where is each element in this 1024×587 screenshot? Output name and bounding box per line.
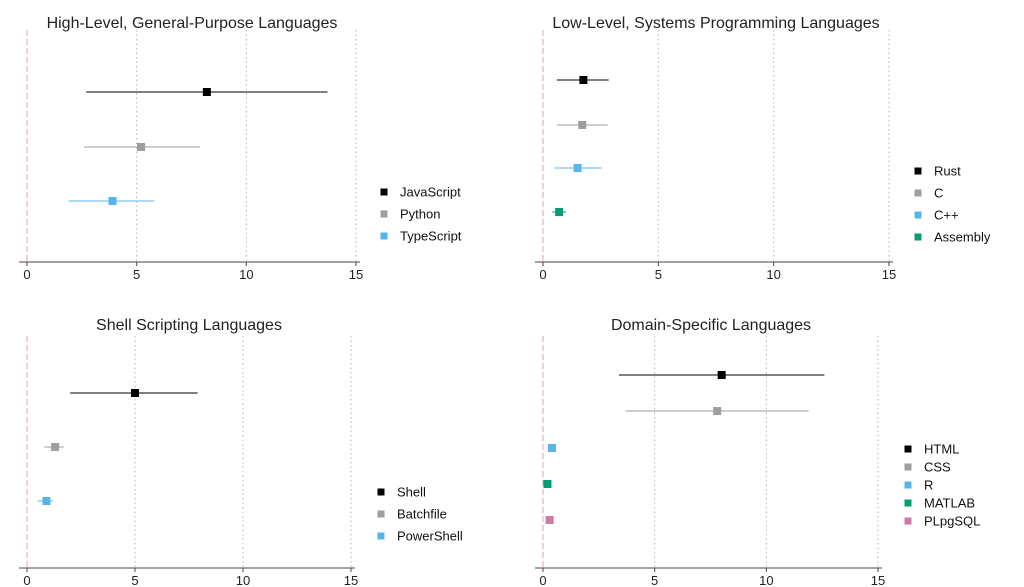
data-point [547,444,556,452]
chart-title: Low-Level, Systems Programming Languages [552,15,879,32]
data-point [555,208,564,216]
legend-swatch [914,189,922,197]
legend-label: TypeScript [400,229,462,244]
legend-label: C++ [934,208,959,223]
chart-panel-4: Domain-Specific Languages 0 5 10 15 HTML CSS RM… [535,317,980,587]
x-tick-label: 10 [759,573,773,587]
legend-swatch [904,517,912,525]
x-tick-label: 0 [23,267,30,282]
legend-label: Assembly [934,230,991,245]
data-point [713,407,722,415]
legend-label: Python [400,207,440,222]
data-point [579,76,588,84]
chart-panel-1: High-Level, General-Purpose Languages 0 5 1… [19,15,462,282]
x-tick-label: 5 [131,573,138,587]
x-tick-label: 5 [651,573,658,587]
legend-swatch [904,481,912,489]
data-point [543,480,552,488]
chart-panel-3: Shell Scripting Languages 0 5 10 15 Shell Batc… [19,317,463,587]
legend-label: CSS [924,460,951,475]
legend-swatch [377,510,385,518]
legend-swatch [380,188,388,196]
x-tick-label: 10 [239,267,253,282]
legend-swatch [380,210,388,218]
x-tick-label: 0 [539,267,546,282]
legend-swatch [377,488,385,496]
legend-swatch [380,232,388,240]
x-tick-label: 15 [882,267,896,282]
data-point [42,497,51,505]
data-point [131,389,139,397]
data-point [573,164,582,172]
data-point [578,121,587,129]
legend-swatch [904,499,912,507]
chart-panel-2: Low-Level, Systems Programming Languages… [535,15,991,282]
legend-swatch [914,211,922,219]
legend-swatch [914,233,922,241]
x-tick-label: 0 [23,573,30,587]
legend-label: C [934,186,943,201]
x-tick-label: 0 [539,573,546,587]
legend-label: R [924,478,933,493]
legend-label: Batchfile [397,507,447,522]
x-tick-label: 5 [655,267,662,282]
data-point [137,143,146,151]
x-tick-label: 5 [133,267,140,282]
legend-label: HTML [924,442,959,457]
chart-title: High-Level, General-Purpose Languages [47,15,338,32]
legend-label: Shell [397,485,426,500]
x-tick-label: 15 [349,267,363,282]
data-point [51,443,60,451]
legend-swatch [914,167,922,175]
data-point [545,516,554,524]
x-tick-label: 10 [236,573,250,587]
legend-swatch [904,445,912,453]
x-tick-label: 15 [344,573,358,587]
legend-swatch [904,463,912,471]
legend-label: Rust [934,164,961,179]
legend-label: JavaScript [400,185,461,200]
chart-title: Domain-Specific Languages [611,317,811,334]
legend-label: MATLAB [924,496,975,511]
chart-title: Shell Scripting Languages [96,317,282,334]
x-tick-label: 10 [766,267,780,282]
data-point [108,197,117,205]
data-point [717,371,726,379]
legend-swatch [377,532,385,540]
x-tick-label: 15 [871,573,885,587]
legend-label: PLpgSQL [924,514,980,529]
data-point [202,88,211,96]
legend-label: PowerShell [397,529,463,544]
